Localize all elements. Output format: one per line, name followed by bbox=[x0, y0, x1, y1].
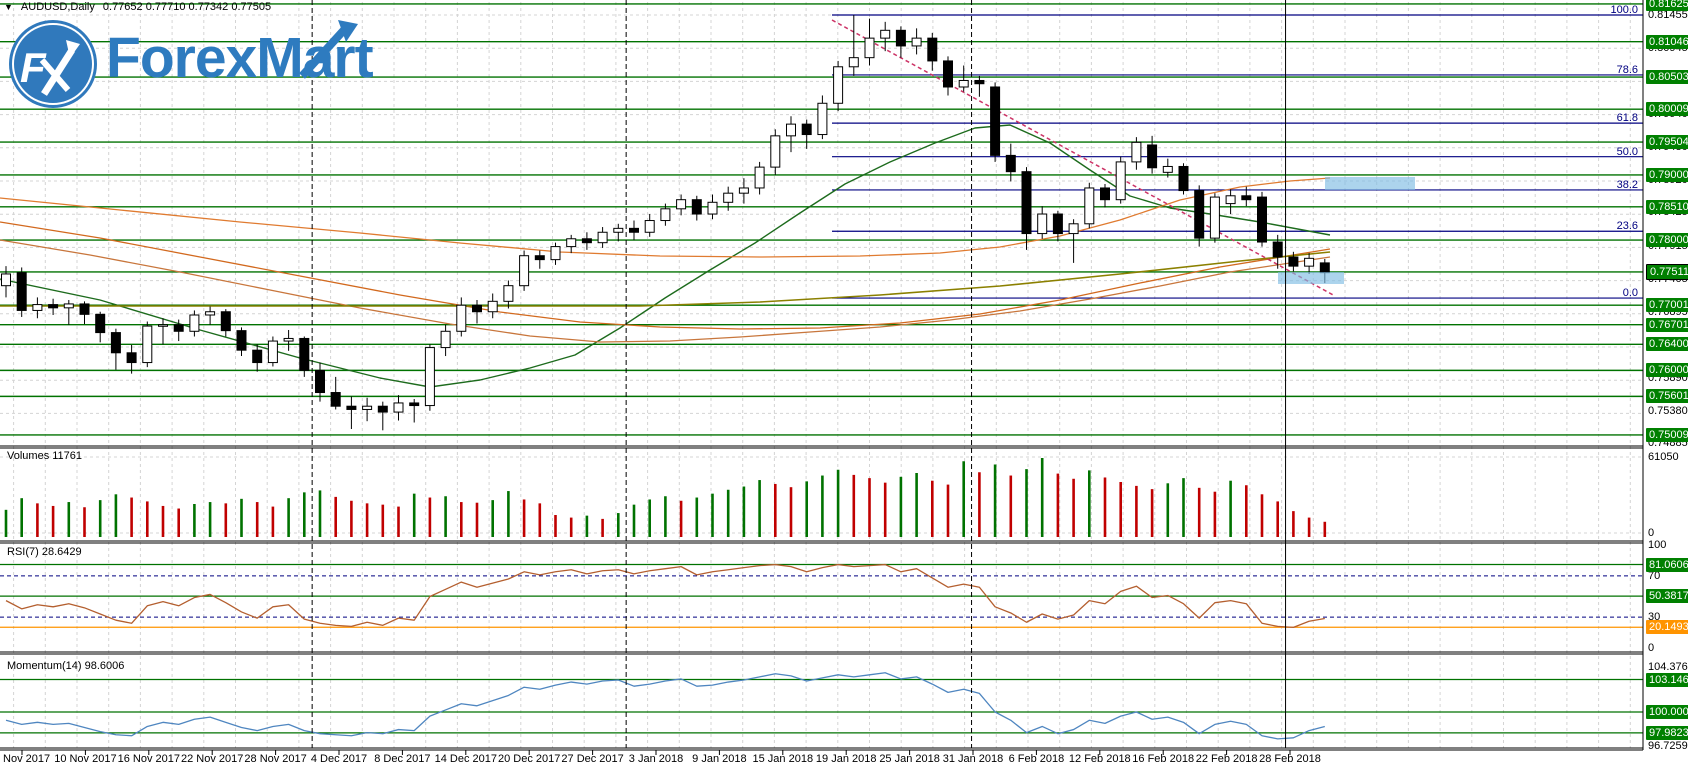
price-level-badge: 0.81625 bbox=[1646, 0, 1688, 11]
volume-panel-label: Volumes 11761 bbox=[7, 450, 83, 462]
date-label: 22 Nov 2017 bbox=[180, 753, 244, 765]
date-label: 25 Jan 2018 bbox=[879, 753, 940, 765]
ma-olive bbox=[0, 251, 1331, 307]
momentum-scale-max: 104.3767 bbox=[1648, 660, 1688, 673]
current-price-badge: 0.77511 bbox=[1646, 263, 1688, 280]
descending-trendline bbox=[831, 19, 1336, 297]
momentum-line bbox=[5, 672, 1325, 740]
ohlc-values-label: 0.77652 0.77710 0.77342 0.77505 bbox=[102, 1, 272, 13]
chart-title-bar: ▼ AUDUSD,Daily 0.77652 0.77710 0.77342 0… bbox=[4, 1, 271, 13]
momentum-level-badge: 103.1460 bbox=[1646, 672, 1688, 687]
date-label: 16 Feb 2018 bbox=[1132, 753, 1195, 765]
symbol-period-label: AUDUSD,Daily bbox=[20, 1, 95, 13]
ma-orange-slow bbox=[0, 239, 1331, 343]
date-label: 8 Dec 2017 bbox=[374, 753, 431, 765]
price-level-badge: 0.79504 bbox=[1646, 135, 1688, 150]
date-label: 27 Dec 2017 bbox=[561, 753, 624, 765]
price-level-badge: 0.76701 bbox=[1646, 317, 1688, 332]
date-label: 4 Dec 2017 bbox=[310, 753, 368, 765]
price-level-badge: 0.75009 bbox=[1646, 427, 1688, 442]
fib-level-label-0.0: 0.0 bbox=[1622, 287, 1638, 300]
forexmart-wordmark: ForexMart bbox=[106, 16, 374, 100]
price-level-badge: 0.79000 bbox=[1646, 167, 1688, 182]
volume-scale-zero: 0 bbox=[1648, 527, 1655, 539]
price-level-badge: 0.78000 bbox=[1646, 233, 1688, 248]
forexmart-logo: F ForexMart bbox=[6, 16, 374, 112]
date-label: 16 Nov 2017 bbox=[117, 753, 180, 765]
forexmart-logo-icon: F bbox=[9, 20, 97, 108]
price-level-badge: 0.81046 bbox=[1646, 34, 1688, 49]
momentum-level-badge: 97.9823 bbox=[1646, 725, 1688, 740]
rsi-scale-tick: 100 bbox=[1648, 539, 1667, 551]
date-label: 9 Jan 2018 bbox=[692, 753, 747, 765]
date-label: 3 Jan 2018 bbox=[628, 753, 684, 765]
rsi-level-badge: 81.0606 bbox=[1646, 557, 1688, 572]
fib-level-label-100.0: 100.0 bbox=[1610, 4, 1638, 16]
fib-level-label-38.2: 38.2 bbox=[1616, 178, 1638, 191]
rsi-scale-tick: 30 bbox=[1648, 611, 1661, 624]
date-label: 14 Dec 2017 bbox=[434, 753, 497, 765]
price-level-badge: 0.76400 bbox=[1646, 337, 1688, 352]
rsi-scale-tick: 0 bbox=[1648, 642, 1655, 654]
date-label: 15 Jan 2018 bbox=[752, 753, 814, 765]
fib-level-label-50.0: 50.0 bbox=[1616, 145, 1638, 158]
date-label: 12 Feb 2018 bbox=[1068, 753, 1131, 765]
fib-level-label-23.6: 23.6 bbox=[1616, 220, 1638, 233]
rsi-level-badge: 50.3817 bbox=[1646, 589, 1688, 604]
date-label: 19 Jan 2018 bbox=[815, 753, 877, 765]
price-level-badge: 0.78510 bbox=[1646, 199, 1688, 214]
date-label: 6 Nov 2017 bbox=[0, 753, 51, 765]
price-tick: 0.75380 bbox=[1648, 404, 1688, 417]
date-label: 22 Feb 2018 bbox=[1195, 753, 1258, 765]
rsi-panel-label: RSI(7) 28.6429 bbox=[7, 546, 82, 558]
date-label: 6 Feb 2018 bbox=[1008, 753, 1065, 765]
rsi-level-badge-orange: 20.1493 bbox=[1646, 620, 1688, 635]
price-level-badge: 0.80503 bbox=[1646, 70, 1688, 85]
fib-level-label-61.8: 61.8 bbox=[1616, 112, 1638, 125]
date-label: 28 Nov 2017 bbox=[244, 753, 307, 765]
date-label: 28 Feb 2018 bbox=[1259, 753, 1321, 765]
price-level-badge: 0.77001 bbox=[1646, 298, 1688, 313]
ma-orange-mid bbox=[0, 221, 1331, 330]
svg-text:F: F bbox=[20, 44, 47, 91]
volume-scale-max: 61050 bbox=[1648, 451, 1679, 463]
price-level-badge: 0.80009 bbox=[1646, 102, 1688, 117]
momentum-panel-label: Momentum(14) 98.6006 bbox=[7, 660, 125, 672]
price-level-badge: 0.75601 bbox=[1646, 389, 1688, 404]
fib-level-label-78.6: 78.6 bbox=[1616, 63, 1638, 76]
price-tick: 0.81455 bbox=[1648, 9, 1688, 21]
momentum-scale-min: 96.7259 bbox=[1648, 739, 1688, 752]
price-level-badge: 0.76000 bbox=[1646, 363, 1688, 378]
date-label: 31 Jan 2018 bbox=[942, 753, 1004, 765]
collapse-indicator-icon[interactable]: ▼ bbox=[4, 2, 13, 12]
date-label: 20 Dec 2017 bbox=[497, 753, 561, 765]
rsi-scale-tick: 70 bbox=[1648, 569, 1661, 582]
rsi-line bbox=[5, 563, 1325, 629]
date-label: 10 Nov 2017 bbox=[54, 753, 117, 765]
